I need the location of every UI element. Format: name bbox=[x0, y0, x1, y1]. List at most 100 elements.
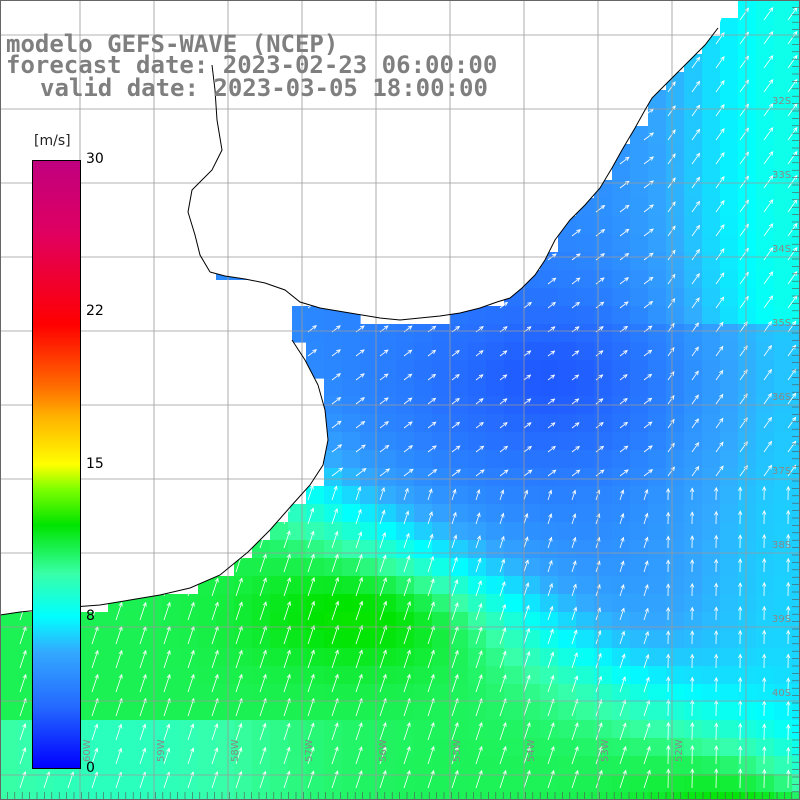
wind-speed-cell bbox=[558, 522, 577, 541]
wind-speed-cell bbox=[216, 684, 235, 703]
wind-speed-cell bbox=[720, 414, 739, 433]
wind-arrow bbox=[715, 176, 725, 189]
wind-speed-cell bbox=[108, 666, 127, 685]
wind-arrow bbox=[595, 445, 605, 453]
wind-arrow bbox=[715, 441, 724, 453]
wind-arrow bbox=[715, 272, 725, 285]
wind-arrow bbox=[475, 489, 481, 501]
wind-speed-cell bbox=[666, 252, 685, 271]
wind-speed-cell bbox=[594, 702, 613, 721]
wind-speed-cell bbox=[450, 540, 469, 559]
wind-speed-cell bbox=[666, 450, 685, 469]
wind-arrow bbox=[619, 630, 626, 645]
wind-arrow bbox=[355, 576, 363, 597]
wind-arrow bbox=[451, 349, 460, 357]
wind-arrow bbox=[762, 486, 767, 501]
wind-speed-cell bbox=[378, 792, 397, 800]
wind-arrow bbox=[691, 442, 700, 453]
wind-arrow bbox=[595, 350, 604, 357]
wind-arrow bbox=[691, 322, 699, 333]
wind-arrow bbox=[331, 576, 339, 597]
wind-speed-cell bbox=[486, 450, 505, 469]
wind-speed-cell bbox=[702, 108, 721, 127]
wind-speed-cell bbox=[360, 522, 379, 541]
wind-arrow bbox=[547, 605, 554, 621]
wind-speed-cell bbox=[756, 450, 775, 469]
wind-arrow bbox=[115, 747, 123, 765]
wind-speed-cell bbox=[90, 666, 109, 685]
wind-speed-cell bbox=[522, 360, 541, 379]
wind-speed-cell bbox=[486, 540, 505, 559]
wind-speed-cell bbox=[378, 684, 397, 703]
wind-speed-cell bbox=[414, 504, 433, 523]
wind-arrow bbox=[691, 346, 699, 357]
wind-speed-cell bbox=[666, 270, 685, 289]
wind-speed-cell bbox=[792, 720, 800, 739]
wind-speed-cell bbox=[198, 756, 217, 775]
wind-speed-cell bbox=[504, 558, 523, 577]
wind-speed-cell bbox=[540, 414, 559, 433]
wind-speed-cell bbox=[108, 738, 127, 757]
wind-speed-cell bbox=[666, 558, 685, 577]
wind-speed-cell bbox=[738, 324, 757, 343]
wind-arrow bbox=[115, 723, 123, 741]
wind-arrow bbox=[523, 398, 532, 405]
wind-speed-cell bbox=[720, 234, 739, 253]
wind-speed-cell bbox=[18, 738, 37, 757]
wind-arrow bbox=[355, 397, 365, 405]
wind-arrow bbox=[403, 673, 411, 693]
wind-speed-cell bbox=[594, 324, 613, 343]
colorbar-tick: 0 bbox=[86, 760, 95, 776]
wind-arrow bbox=[379, 468, 391, 477]
wind-speed-cell bbox=[270, 792, 289, 800]
wind-speed-cell bbox=[684, 324, 703, 343]
wind-arrow bbox=[786, 677, 791, 693]
wind-arrow bbox=[619, 374, 628, 381]
wind-speed-cell bbox=[630, 648, 649, 667]
wind-arrow bbox=[787, 416, 797, 429]
wind-speed-cell bbox=[648, 432, 667, 451]
wind-arrow bbox=[547, 374, 556, 381]
wind-speed-cell bbox=[90, 792, 109, 800]
wind-speed-cell bbox=[396, 522, 415, 541]
wind-arrow bbox=[499, 558, 506, 573]
wind-speed-cell bbox=[378, 432, 397, 451]
wind-arrow bbox=[379, 746, 387, 765]
wind-speed-cell bbox=[450, 792, 469, 800]
wind-speed-cell bbox=[396, 594, 415, 613]
wind-speed-cell bbox=[342, 378, 361, 397]
wind-speed-cell bbox=[738, 306, 757, 325]
wind-arrow bbox=[690, 535, 695, 549]
wind-speed-cell bbox=[774, 738, 793, 757]
wind-arrow bbox=[595, 398, 604, 405]
wind-speed-cell bbox=[288, 558, 307, 577]
wind-speed-cell bbox=[648, 612, 667, 631]
wind-speed-cell bbox=[486, 432, 505, 451]
wind-speed-cell bbox=[756, 684, 775, 703]
wind-speed-cell bbox=[342, 756, 361, 775]
wind-speed-cell bbox=[702, 720, 721, 739]
wind-speed-cell bbox=[342, 648, 361, 667]
wind-speed-cell bbox=[720, 792, 739, 800]
wind-speed-cell bbox=[396, 414, 415, 433]
wind-speed-cell bbox=[468, 306, 487, 325]
wind-speed-cell bbox=[504, 360, 523, 379]
wind-speed-cell bbox=[378, 324, 397, 343]
wind-speed-cell bbox=[594, 648, 613, 667]
wind-speed-cell bbox=[360, 738, 379, 757]
wind-speed-cell bbox=[432, 612, 451, 631]
wind-arrow bbox=[307, 600, 316, 621]
wind-speed-cell bbox=[288, 576, 307, 595]
wind-speed-cell bbox=[144, 756, 163, 775]
wind-arrow bbox=[403, 649, 411, 669]
wind-speed-cell bbox=[540, 432, 559, 451]
wind-arrow bbox=[619, 745, 627, 765]
wind-arrow bbox=[786, 653, 791, 669]
wind-arrow bbox=[715, 369, 724, 381]
wind-speed-cell bbox=[522, 612, 541, 631]
wind-arrow bbox=[139, 723, 147, 741]
wind-speed-cell bbox=[630, 216, 649, 235]
wind-speed-cell bbox=[486, 720, 505, 739]
wind-speed-cell bbox=[648, 468, 667, 487]
title-model: modelo GEFS-WAVE (NCEP) bbox=[6, 30, 339, 58]
